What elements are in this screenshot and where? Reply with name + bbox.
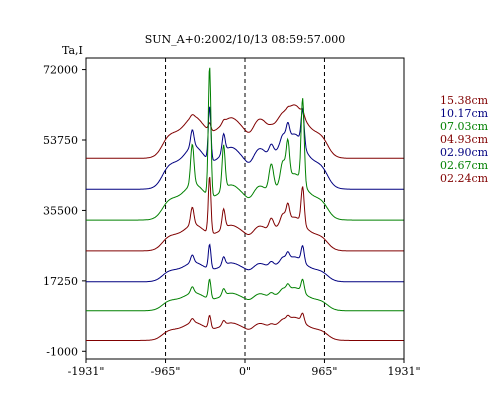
x-tick-label: -1931" xyxy=(68,365,105,378)
x-tick-label: 1931" xyxy=(387,365,420,378)
y-tick-label: -1000 xyxy=(46,345,78,358)
series-line-2 xyxy=(86,106,404,190)
x-tick-label: 0" xyxy=(239,365,251,378)
series-line-5 xyxy=(86,243,404,283)
chart-title: SUN_A+0:2002/10/13 08:59:57.000 xyxy=(145,33,346,46)
x-tick-label: -965" xyxy=(151,365,181,378)
legend-item: 15.38cm xyxy=(440,94,489,107)
legend-item: 10.17cm xyxy=(440,107,489,120)
legend-item: 02.67cm xyxy=(440,159,489,172)
legend-item: 04.93cm xyxy=(440,133,489,146)
x-tick-label: 965" xyxy=(311,365,337,378)
legend-item: 02.24cm xyxy=(440,172,489,185)
legend-item: 02.90cm xyxy=(440,146,489,159)
y-axis-label: Ta,I xyxy=(62,44,83,57)
series-line-6 xyxy=(86,278,404,312)
series-line-1 xyxy=(86,104,404,159)
series-line-7 xyxy=(86,312,404,341)
y-tick-label: 35500 xyxy=(43,204,78,217)
y-tick-label: 17250 xyxy=(43,275,78,288)
legend-item: 07.03cm xyxy=(440,120,489,133)
series-line-3 xyxy=(86,67,404,221)
y-tick-label: 53750 xyxy=(43,134,78,147)
series-line-4 xyxy=(86,176,404,252)
y-tick-label: 72000 xyxy=(43,64,78,77)
